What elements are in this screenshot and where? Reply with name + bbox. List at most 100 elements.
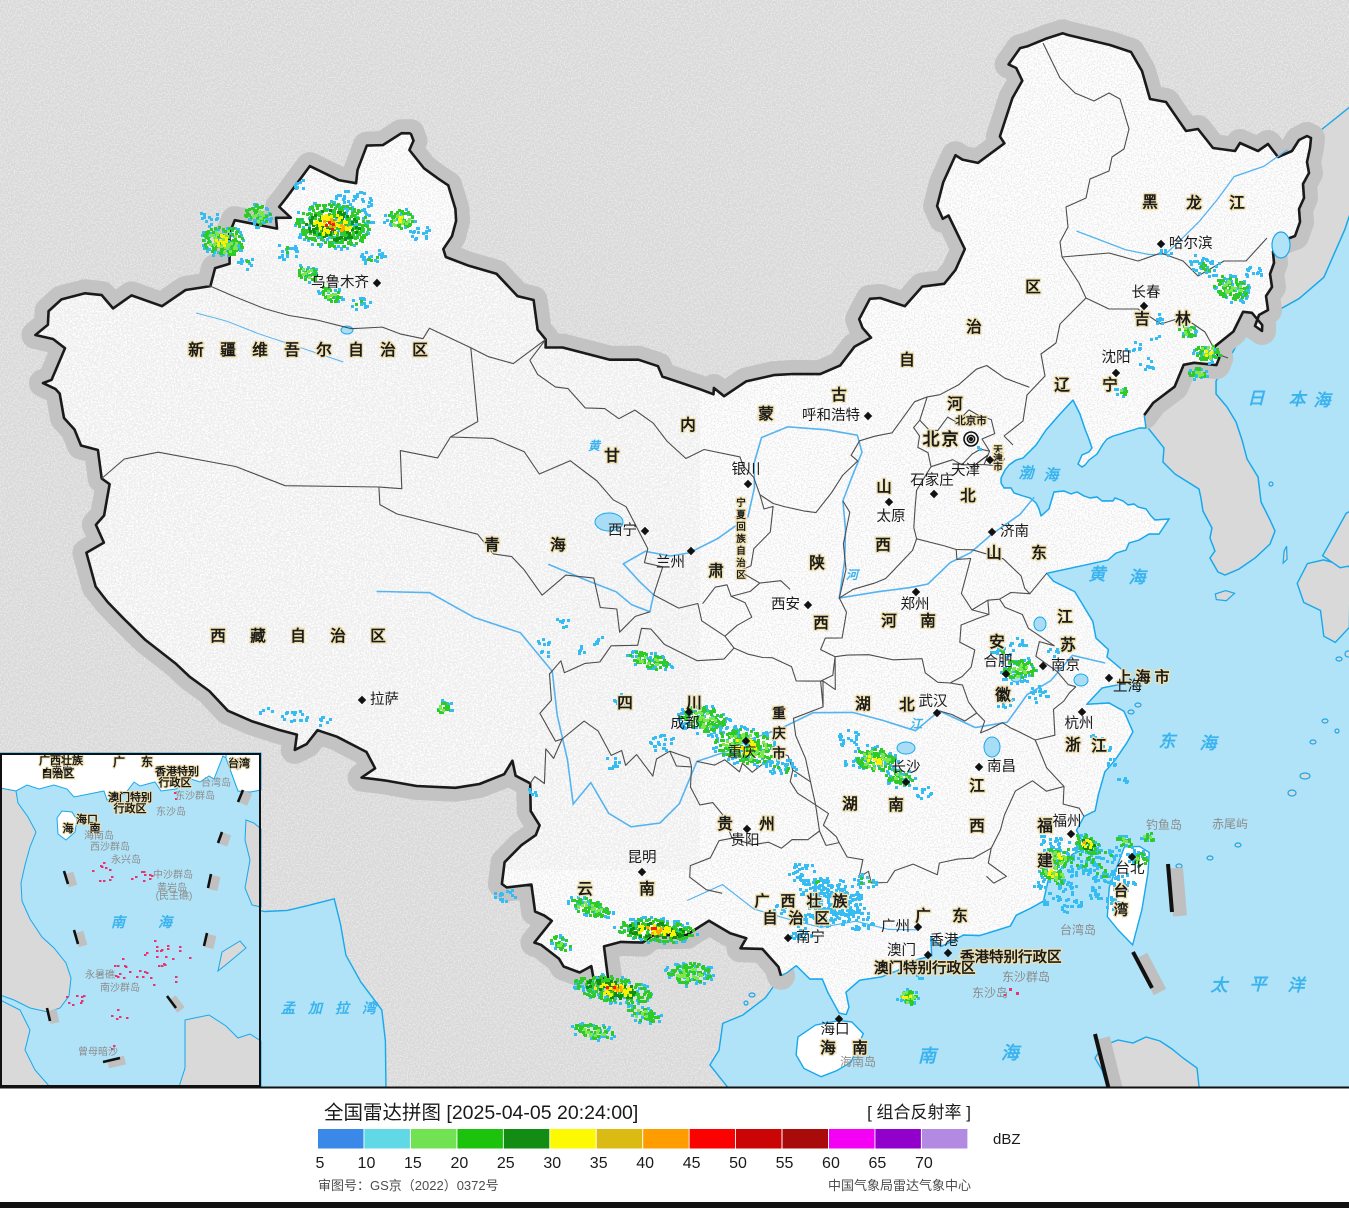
svg-text:东: 东 xyxy=(1031,543,1047,562)
svg-text:海口: 海口 xyxy=(821,1021,850,1038)
svg-text:杭州: 杭州 xyxy=(1065,715,1094,732)
svg-text:30: 30 xyxy=(543,1155,561,1172)
svg-text:上海: 上海 xyxy=(1113,678,1142,695)
svg-text:加: 加 xyxy=(307,1000,324,1016)
svg-text:武汉: 武汉 xyxy=(919,693,948,710)
svg-text:疆: 疆 xyxy=(220,340,236,359)
svg-text:海口: 海口 xyxy=(76,812,98,826)
svg-text:建: 建 xyxy=(1037,852,1053,870)
svg-text:澳门特别行政区: 澳门特别行政区 xyxy=(874,959,976,977)
svg-text:南: 南 xyxy=(852,1038,868,1057)
svg-text:河: 河 xyxy=(846,568,861,582)
svg-text:南: 南 xyxy=(888,795,904,814)
svg-text:15: 15 xyxy=(404,1155,422,1172)
svg-text:审图号：GS京（2022）0372号: 审图号：GS京（2022）0372号 xyxy=(318,1178,499,1193)
svg-text:日: 日 xyxy=(1248,389,1266,408)
svg-text:东: 东 xyxy=(141,754,153,769)
svg-text:南昌: 南昌 xyxy=(987,758,1016,775)
svg-text:黑: 黑 xyxy=(1142,193,1158,211)
svg-text:5: 5 xyxy=(316,1155,325,1172)
svg-text:南沙群岛: 南沙群岛 xyxy=(100,981,140,994)
svg-text:自: 自 xyxy=(899,350,915,369)
svg-text:吾: 吾 xyxy=(284,341,300,359)
svg-text:河: 河 xyxy=(881,611,897,630)
svg-text:徽: 徽 xyxy=(994,685,1011,704)
svg-text:香港特别行政区: 香港特别行政区 xyxy=(960,948,1062,966)
svg-text:中沙群岛: 中沙群岛 xyxy=(153,868,193,881)
svg-text:重: 重 xyxy=(772,705,786,721)
svg-text:重庆: 重庆 xyxy=(728,744,757,761)
svg-text:东沙群岛: 东沙群岛 xyxy=(175,789,215,802)
svg-text:沈阳: 沈阳 xyxy=(1102,349,1131,366)
svg-text:本: 本 xyxy=(1289,390,1309,409)
svg-text:合肥: 合肥 xyxy=(984,653,1013,670)
svg-text:长沙: 长沙 xyxy=(892,759,921,776)
svg-text:河: 河 xyxy=(947,394,963,413)
svg-text:海: 海 xyxy=(1200,734,1220,753)
svg-text:20: 20 xyxy=(450,1155,468,1172)
svg-text:广西壮族: 广西壮族 xyxy=(39,753,84,767)
svg-text:西: 西 xyxy=(875,536,891,554)
svg-text:市: 市 xyxy=(772,745,786,761)
svg-text:宁: 宁 xyxy=(1102,375,1118,394)
svg-text:石家庄: 石家庄 xyxy=(910,471,954,489)
svg-text:湖: 湖 xyxy=(855,695,871,713)
svg-text:苏: 苏 xyxy=(1060,635,1076,654)
svg-text:治: 治 xyxy=(330,626,346,645)
svg-text:太原: 太原 xyxy=(877,508,906,525)
svg-text:川: 川 xyxy=(685,695,702,712)
svg-text:行政区: 行政区 xyxy=(113,801,147,815)
svg-text:海: 海 xyxy=(158,914,175,930)
svg-text:郑州: 郑州 xyxy=(901,596,930,613)
svg-text:赤尾屿: 赤尾屿 xyxy=(1212,817,1248,831)
svg-text:回: 回 xyxy=(736,522,746,533)
svg-text:海: 海 xyxy=(1043,467,1061,484)
svg-text:海: 海 xyxy=(1129,568,1149,587)
svg-text:dBZ: dBZ xyxy=(993,1131,1021,1148)
svg-text:安: 安 xyxy=(989,632,1005,651)
svg-text:陕: 陕 xyxy=(809,553,825,572)
svg-text:黄岩岛: 黄岩岛 xyxy=(157,881,187,894)
svg-text:族: 族 xyxy=(736,533,746,545)
svg-text:治: 治 xyxy=(966,317,982,336)
svg-text:60: 60 xyxy=(822,1155,840,1172)
svg-text:65: 65 xyxy=(869,1155,887,1172)
svg-text:台湾岛: 台湾岛 xyxy=(1060,922,1096,937)
svg-text:维: 维 xyxy=(252,340,268,359)
svg-text:70: 70 xyxy=(915,1155,933,1172)
svg-text:南: 南 xyxy=(111,914,128,930)
svg-text:40: 40 xyxy=(636,1155,654,1172)
svg-text:福州: 福州 xyxy=(1053,813,1082,830)
svg-text:南宁: 南宁 xyxy=(796,929,825,946)
svg-text:东沙群岛: 东沙群岛 xyxy=(1002,969,1050,984)
svg-text:西沙群岛: 西沙群岛 xyxy=(90,840,130,853)
svg-text:市: 市 xyxy=(1154,668,1169,686)
svg-text:湾: 湾 xyxy=(362,1000,379,1016)
svg-text:龙: 龙 xyxy=(1185,193,1202,212)
svg-text:香港: 香港 xyxy=(930,932,959,949)
svg-text:藏: 藏 xyxy=(250,626,266,645)
svg-text:区: 区 xyxy=(736,570,746,581)
svg-text:广: 广 xyxy=(915,906,931,925)
svg-text:黄: 黄 xyxy=(1089,565,1109,584)
svg-text:西: 西 xyxy=(780,893,795,910)
svg-text:呼和浩特: 呼和浩特 xyxy=(802,407,860,424)
svg-text:曾母暗沙: 曾母暗沙 xyxy=(78,1045,118,1058)
svg-text:海: 海 xyxy=(63,821,74,835)
svg-text:湾: 湾 xyxy=(1114,901,1129,919)
svg-text:江: 江 xyxy=(1091,737,1107,755)
svg-text:10: 10 xyxy=(358,1155,376,1172)
svg-text:州: 州 xyxy=(758,815,775,833)
svg-text:古: 古 xyxy=(831,385,847,404)
svg-text:东: 东 xyxy=(1159,732,1179,751)
svg-text:西: 西 xyxy=(969,817,985,835)
svg-text:自: 自 xyxy=(290,626,306,645)
svg-text:江: 江 xyxy=(1057,608,1073,626)
svg-text:全国雷达拼图 [2025-04-05 20:24:00]: 全国雷达拼图 [2025-04-05 20:24:00] xyxy=(324,1102,638,1124)
svg-text:济南: 济南 xyxy=(1000,523,1029,540)
svg-text:西: 西 xyxy=(210,627,226,645)
svg-text:新: 新 xyxy=(188,340,204,359)
svg-text:海南岛: 海南岛 xyxy=(84,829,114,842)
svg-text:成都: 成都 xyxy=(671,715,700,732)
svg-text:50: 50 xyxy=(729,1155,747,1172)
